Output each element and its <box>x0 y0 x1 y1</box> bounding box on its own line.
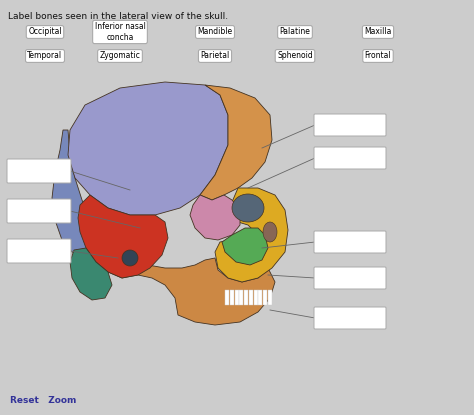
FancyBboxPatch shape <box>7 199 71 223</box>
Text: Inferior nasal
concha: Inferior nasal concha <box>94 22 146 42</box>
Text: Zygomatic: Zygomatic <box>100 51 140 61</box>
FancyBboxPatch shape <box>314 307 386 329</box>
Text: Label bones seen in the lateral view of the skull.: Label bones seen in the lateral view of … <box>8 12 228 21</box>
FancyBboxPatch shape <box>314 231 386 253</box>
Polygon shape <box>108 258 275 325</box>
Text: Parietal: Parietal <box>201 51 229 61</box>
Polygon shape <box>200 85 272 200</box>
Polygon shape <box>70 248 112 300</box>
Text: Reset   Zoom: Reset Zoom <box>10 396 76 405</box>
Bar <box>254 290 258 305</box>
Polygon shape <box>78 195 168 278</box>
Polygon shape <box>222 228 268 265</box>
Text: Occipital: Occipital <box>28 27 62 37</box>
Bar <box>268 290 272 305</box>
Text: Palatine: Palatine <box>280 27 310 37</box>
Bar <box>235 290 238 305</box>
FancyBboxPatch shape <box>314 114 386 136</box>
Polygon shape <box>215 188 288 282</box>
Bar <box>258 290 263 305</box>
FancyBboxPatch shape <box>314 147 386 169</box>
Polygon shape <box>52 130 95 255</box>
Polygon shape <box>68 82 228 215</box>
Ellipse shape <box>232 194 264 222</box>
Bar <box>225 290 229 305</box>
Text: Temporal: Temporal <box>27 51 63 61</box>
Bar <box>239 290 243 305</box>
Text: Sphenoid: Sphenoid <box>277 51 313 61</box>
Bar <box>244 290 248 305</box>
Text: Frontal: Frontal <box>365 51 392 61</box>
FancyBboxPatch shape <box>7 159 71 183</box>
FancyBboxPatch shape <box>314 267 386 289</box>
Polygon shape <box>190 195 240 240</box>
Bar <box>230 290 234 305</box>
Ellipse shape <box>263 222 277 242</box>
Circle shape <box>122 250 138 266</box>
Text: Maxilla: Maxilla <box>365 27 392 37</box>
Bar <box>263 290 267 305</box>
FancyBboxPatch shape <box>7 239 71 263</box>
Text: Mandible: Mandible <box>198 27 233 37</box>
Bar <box>249 290 253 305</box>
